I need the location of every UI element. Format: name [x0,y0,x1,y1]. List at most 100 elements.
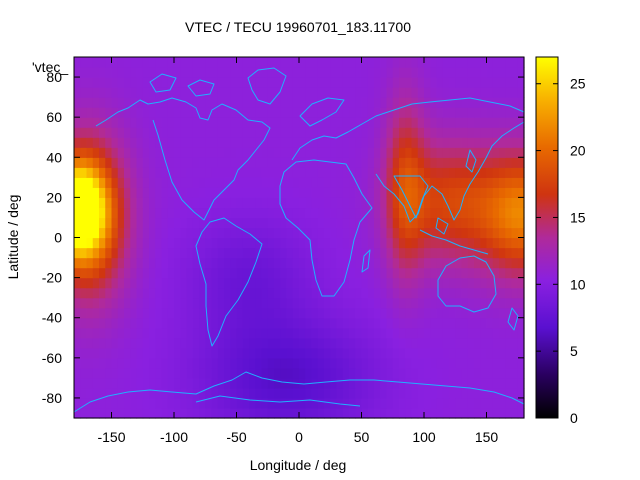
heatmap-cell [499,347,506,359]
heatmap-cell [217,127,225,138]
heatmap-cell [417,177,425,188]
heatmap-cell [499,217,506,229]
heatmap-cell [111,127,119,138]
heatmap-cell [167,247,175,259]
heatmap-cell [99,177,106,188]
heatmap-cell [117,57,125,68]
heatmap-cell [374,137,381,148]
heatmap-cell [299,97,306,108]
heatmap-cell [255,167,263,178]
heatmap-cell [217,247,225,259]
heatmap-cell [361,207,369,219]
heatmap-cell [505,357,513,369]
heatmap-cell [417,247,425,259]
heatmap-cell [455,337,463,349]
heatmap-cell [317,367,325,379]
heatmap-cell [274,277,281,289]
heatmap-cell [474,387,481,399]
heatmap-cell [242,107,250,118]
heatmap-cell [499,237,506,249]
heatmap-cell [217,117,225,128]
heatmap-cell [442,387,450,399]
heatmap-cell [161,157,169,168]
heatmap-cell [105,347,113,359]
heatmap-cell [374,167,381,178]
colorbar-tick-label: 0 [570,410,578,426]
heatmap-cell [342,87,350,98]
heatmap-cell [192,207,200,219]
heatmap-cell [386,287,394,299]
heatmap-cell [211,187,219,198]
heatmap-cell [486,77,494,88]
heatmap-cell [336,67,344,78]
heatmap-cell [355,327,363,339]
heatmap-cell [317,177,325,188]
heatmap-cell [186,177,194,188]
heatmap-cell [242,117,250,128]
heatmap-cell [336,157,344,168]
heatmap-cell [317,277,325,289]
heatmap-cell [492,267,500,279]
heatmap-cell [286,267,294,279]
heatmap-cell [274,357,281,369]
heatmap-cell [230,277,238,289]
heatmap-cell [405,147,413,158]
y-axis-label: Latitude / deg [5,195,21,280]
heatmap-cell [86,227,94,239]
heatmap-cell [511,237,519,249]
heatmap-cell [336,267,344,279]
heatmap-cell [499,257,506,269]
heatmap-cell [461,407,469,419]
heatmap-cell [161,227,169,239]
heatmap-cell [130,387,138,399]
heatmap-cell [442,177,450,188]
heatmap-cell [74,127,81,138]
heatmap-cell [86,107,94,118]
heatmap-cell [292,387,300,399]
heatmap-cell [124,177,131,188]
heatmap-cell [117,397,125,409]
heatmap-cell [324,57,331,68]
heatmap-cell [192,267,200,279]
heatmap-cell [474,287,481,299]
heatmap-cell [236,187,244,198]
heatmap-cell [367,177,375,188]
heatmap-cell [342,177,350,188]
heatmap-cell [517,397,525,409]
heatmap-cell [349,307,356,319]
heatmap-cell [261,57,269,68]
heatmap-cell [474,77,481,88]
heatmap-cell [330,197,338,209]
heatmap-cell [249,257,256,269]
heatmap-cell [299,307,306,319]
heatmap-cell [92,67,100,78]
heatmap-cell [242,397,250,409]
heatmap-cell [74,67,81,78]
heatmap-cell [492,337,500,349]
heatmap-cell [267,77,275,88]
heatmap-cell [255,87,263,98]
heatmap-cell [267,207,275,219]
heatmap-cell [224,377,231,389]
heatmap-cell [361,377,369,389]
heatmap-cell [205,317,213,329]
heatmap-cell [442,227,450,239]
heatmap-cell [249,247,256,259]
heatmap-cell [211,117,219,128]
heatmap-cell [517,347,525,359]
heatmap-cell [124,367,131,379]
heatmap-cell [442,287,450,299]
heatmap-cell [424,397,431,409]
heatmap-cell [330,177,338,188]
heatmap-cell [405,267,413,279]
heatmap-cell [199,277,206,289]
heatmap-cell [499,357,506,369]
heatmap-cell [236,107,244,118]
heatmap-cell [411,347,419,359]
heatmap-cell [211,197,219,209]
heatmap-cell [367,167,375,178]
heatmap-cell [161,177,169,188]
heatmap-cell [142,137,150,148]
heatmap-cell [224,297,231,309]
heatmap-cell [430,267,438,279]
